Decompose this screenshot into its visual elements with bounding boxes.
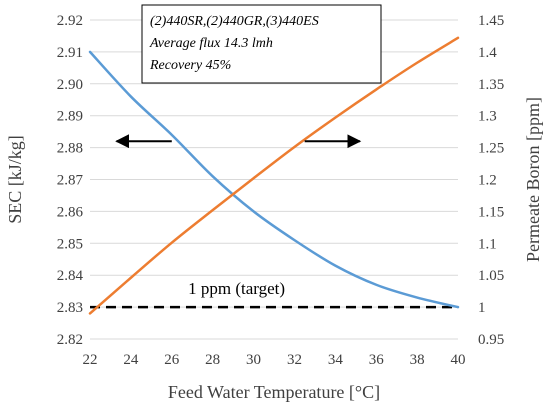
right-y-tick-label: 1 xyxy=(478,300,486,316)
x-tick-label: 30 xyxy=(246,352,261,368)
left-y-tick-label: 2.91 xyxy=(57,45,83,61)
left-y-tick-label: 2.83 xyxy=(57,300,83,316)
target-label: 1 ppm (target) xyxy=(188,279,285,298)
right-y-tick-label: 1.45 xyxy=(478,13,504,29)
right-y-tick-label: 1.4 xyxy=(478,45,497,61)
left-y-tick-label: 2.89 xyxy=(57,109,83,125)
right-y-tick-label: 1.3 xyxy=(478,109,497,125)
right-y-tick-label: 1.2 xyxy=(478,173,497,189)
left-y-tick-label: 2.87 xyxy=(57,173,84,189)
annotation-flux: Average flux 14.3 lmh xyxy=(149,36,273,51)
left-y-tick-label: 2.85 xyxy=(57,236,83,252)
boron-series-line xyxy=(88,36,460,315)
x-tick-label: 28 xyxy=(205,352,220,368)
x-tick-label: 22 xyxy=(83,352,98,368)
tick-labels: 2.82 2.83 2.84 2.85 2.86 2.87 2.88 2.89 2.90 2.91… xyxy=(57,13,505,368)
left-y-tick-label: 2.92 xyxy=(57,13,83,29)
left-y-axis-title: SEC [kJ/kg] xyxy=(5,135,25,224)
right-y-tick-label: 1.35 xyxy=(478,77,504,93)
x-tick-label: 24 xyxy=(123,352,139,368)
left-y-tick-label: 2.82 xyxy=(57,332,83,348)
right-y-tick-label: 1.25 xyxy=(478,141,504,157)
x-tick-label: 38 xyxy=(410,352,425,368)
x-tick-label: 36 xyxy=(369,352,385,368)
right-y-tick-label: 1.05 xyxy=(478,268,504,284)
target-reference: 1 ppm (target) xyxy=(90,279,458,309)
left-y-tick-label: 2.84 xyxy=(57,268,84,284)
x-tick-label: 26 xyxy=(164,352,180,368)
annotation-membranes: (2)440SR,(2)440GR,(3)440ES xyxy=(150,14,319,29)
right-y-tick-label: 1.15 xyxy=(478,204,504,220)
right-y-axis-title: Permeate Boron [ppm] xyxy=(523,97,543,262)
right-y-tick-label: 0.95 xyxy=(478,332,504,348)
x-tick-label: 34 xyxy=(328,352,344,368)
left-y-tick-label: 2.86 xyxy=(57,204,84,220)
left-y-tick-label: 2.88 xyxy=(57,141,83,157)
left-y-tick-label: 2.90 xyxy=(57,77,83,93)
annotation-box: (2)440SR,(2)440GR,(3)440ES Average flux … xyxy=(141,4,382,84)
series-lines xyxy=(88,36,460,315)
sec-series-line xyxy=(88,50,460,309)
x-tick-label: 40 xyxy=(451,352,466,368)
annotation-recovery: Recovery 45% xyxy=(149,58,231,73)
x-tick-label: 32 xyxy=(287,352,302,368)
x-axis-title: Feed Water Temperature [°C] xyxy=(168,382,380,402)
right-y-tick-label: 1.1 xyxy=(478,236,497,252)
